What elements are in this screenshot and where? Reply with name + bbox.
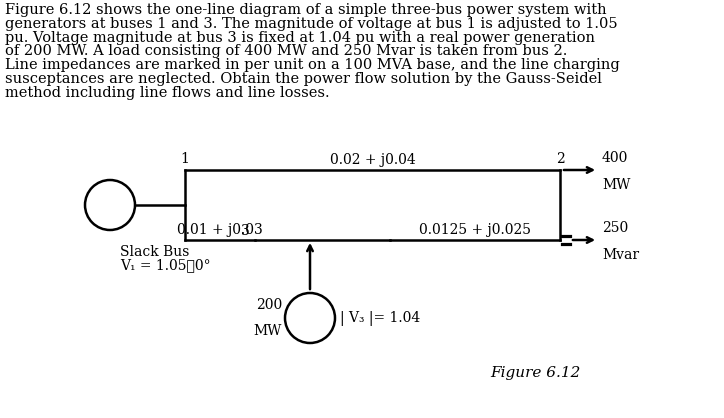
- Text: susceptances are neglected. Obtain the power flow solution by the Gauss-Seidel: susceptances are neglected. Obtain the p…: [5, 72, 602, 86]
- Text: 0.02 + j0.04: 0.02 + j0.04: [329, 153, 416, 167]
- Text: 250: 250: [602, 221, 628, 235]
- Text: method including line flows and line losses.: method including line flows and line los…: [5, 86, 329, 100]
- Text: V₁ = 1.05∊0°: V₁ = 1.05∊0°: [120, 258, 211, 272]
- Text: 2: 2: [555, 152, 565, 166]
- Text: pu. Voltage magnitude at bus 3 is fixed at 1.04 pu with a real power generation: pu. Voltage magnitude at bus 3 is fixed …: [5, 31, 595, 45]
- Text: 3: 3: [241, 224, 250, 238]
- Text: Slack Bus: Slack Bus: [120, 245, 190, 259]
- Text: MW: MW: [253, 324, 282, 338]
- Text: 0.0125 + j0.025: 0.0125 + j0.025: [419, 223, 531, 237]
- Text: Figure 6.12 shows the one-line diagram of a simple three-bus power system with: Figure 6.12 shows the one-line diagram o…: [5, 3, 607, 17]
- Text: generators at buses 1 and 3. The magnitude of voltage at bus 1 is adjusted to 1.: generators at buses 1 and 3. The magnitu…: [5, 17, 618, 31]
- Text: of 200 MW. A load consisting of 400 MW and 250 Mvar is taken from bus 2.: of 200 MW. A load consisting of 400 MW a…: [5, 44, 568, 59]
- Text: 1: 1: [180, 152, 190, 166]
- Text: 400: 400: [602, 151, 628, 165]
- Text: 200: 200: [256, 298, 282, 312]
- Text: Figure 6.12: Figure 6.12: [490, 366, 581, 380]
- Text: 0.01 + j0.03: 0.01 + j0.03: [177, 223, 263, 237]
- Text: Line impedances are marked in per unit on a 100 MVA base, and the line charging: Line impedances are marked in per unit o…: [5, 58, 620, 72]
- Text: | V₃ |= 1.04: | V₃ |= 1.04: [340, 311, 420, 326]
- Text: Mvar: Mvar: [602, 248, 639, 262]
- Text: MW: MW: [602, 178, 631, 192]
